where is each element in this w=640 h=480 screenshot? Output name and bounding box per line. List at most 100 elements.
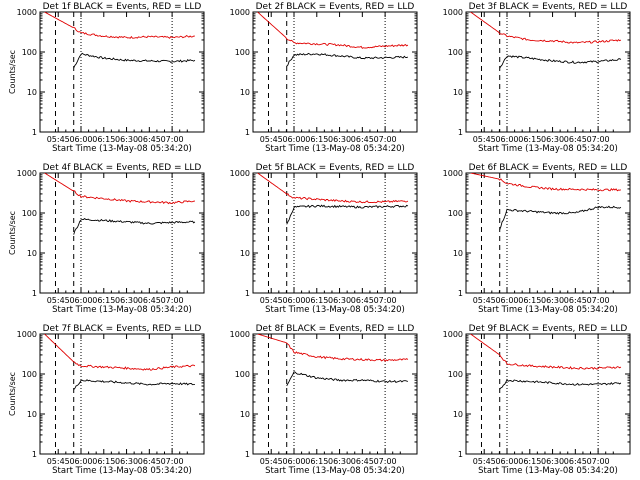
x-tick-label: 06:00: [495, 135, 518, 144]
y-tick-label: 10: [240, 249, 250, 258]
x-tick-label: 06:30: [541, 457, 564, 466]
x-tick-label: 06:45: [351, 457, 374, 466]
series-events-line: [73, 379, 195, 390]
x-tick-label: 05:45: [473, 135, 496, 144]
x-axis-label: Start Time (13-May-08 05:34:20): [265, 144, 405, 154]
x-tick-label: 06:15: [518, 296, 541, 305]
panel-title: Det 7f BLACK = Events, RED = LLD: [43, 324, 202, 334]
plot-frame: [465, 333, 631, 455]
y-tick-label: 1000: [443, 169, 463, 178]
x-tick-label: 06:00: [69, 457, 92, 466]
x-tick-label: 06:45: [564, 135, 587, 144]
x-tick-label: 06:00: [495, 296, 518, 305]
series-lld-line: [470, 334, 622, 370]
x-axis-label: Start Time (13-May-08 05:34:20): [265, 305, 405, 315]
panel-title: Det 1f BLACK = Events, RED = LLD: [43, 2, 202, 12]
x-tick-label: 06:15: [518, 457, 541, 466]
x-axis-label: Start Time (13-May-08 05:34:20): [52, 466, 192, 476]
y-tick-label: 1: [32, 128, 37, 137]
plot-frame: [39, 172, 205, 294]
x-tick-label: 06:30: [541, 296, 564, 305]
plot-frame: [252, 333, 418, 455]
x-tick-label: 05:45: [260, 457, 283, 466]
panel-5: Det 5f BLACK = Events, RED = LLD 1 10 100 10…: [230, 163, 418, 315]
x-tick-label: 06:00: [282, 296, 305, 305]
x-tick-label: 06:45: [138, 135, 161, 144]
y-tick-label: 10: [27, 410, 37, 419]
plot-frame: [252, 11, 418, 133]
x-tick-label: 05:45: [47, 135, 70, 144]
series-events-line: [286, 371, 409, 387]
x-tick-label: 06:15: [92, 457, 115, 466]
series-lld-line: [257, 173, 409, 204]
panel-title: Det 6f BLACK = Events, RED = LLD: [469, 163, 628, 173]
series-events-line: [499, 55, 622, 69]
y-tick-label: 1000: [17, 169, 37, 178]
x-tick-label: 06:45: [564, 296, 587, 305]
y-tick-label: 100: [448, 209, 463, 218]
x-tick-label: 06:30: [328, 296, 351, 305]
x-tick-label: 07:00: [374, 457, 397, 466]
x-tick-label: 07:00: [374, 135, 397, 144]
x-tick-label: 05:45: [260, 135, 283, 144]
panel-title: Det 8f BLACK = Events, RED = LLD: [256, 324, 415, 334]
x-axis-label: Start Time (13-May-08 05:34:20): [265, 466, 405, 476]
plot-frame: [465, 172, 631, 294]
panel-title: Det 4f BLACK = Events, RED = LLD: [43, 163, 202, 173]
plot-frame: [465, 11, 631, 133]
series-lld-line: [470, 173, 622, 192]
plot-frame: [252, 172, 418, 294]
y-tick-label: 1000: [230, 330, 250, 339]
x-tick-label: 07:00: [161, 457, 184, 466]
y-tick-label: 10: [27, 88, 37, 97]
x-tick-label: 07:00: [587, 457, 610, 466]
x-tick-label: 06:00: [69, 296, 92, 305]
x-tick-label: 06:15: [305, 296, 328, 305]
y-axis-label: Counts/sec: [8, 211, 17, 255]
x-tick-label: 06:00: [495, 457, 518, 466]
x-tick-label: 07:00: [161, 296, 184, 305]
y-tick-label: 100: [22, 370, 37, 379]
y-axis-label: Counts/sec: [8, 50, 17, 94]
x-tick-label: 05:45: [260, 296, 283, 305]
x-tick-label: 06:15: [305, 457, 328, 466]
y-tick-label: 1: [458, 289, 463, 298]
y-tick-label: 1000: [443, 8, 463, 17]
x-tick-label: 06:15: [305, 135, 328, 144]
x-tick-label: 07:00: [587, 135, 610, 144]
x-tick-label: 06:30: [115, 135, 138, 144]
y-tick-label: 10: [240, 88, 250, 97]
series-events-line: [73, 52, 196, 69]
panel-title: Det 2f BLACK = Events, RED = LLD: [256, 2, 415, 12]
x-tick-label: 06:00: [69, 135, 92, 144]
x-tick-label: 06:30: [115, 296, 138, 305]
y-tick-label: 1000: [17, 8, 37, 17]
x-tick-label: 06:30: [328, 135, 351, 144]
x-axis-label: Start Time (13-May-08 05:34:20): [478, 466, 618, 476]
panel-title: Det 3f BLACK = Events, RED = LLD: [469, 2, 628, 12]
x-tick-label: 05:45: [47, 457, 70, 466]
x-tick-label: 07:00: [374, 296, 397, 305]
x-tick-label: 05:45: [473, 296, 496, 305]
series-events-line: [286, 204, 409, 225]
y-tick-label: 10: [27, 249, 37, 258]
panel-4: Det 4f BLACK = Events, RED = LLD 1 10 100 10…: [8, 163, 205, 315]
y-tick-label: 100: [22, 209, 37, 218]
y-tick-label: 10: [453, 410, 463, 419]
y-tick-label: 1: [32, 289, 37, 298]
panel-7: Det 7f BLACK = Events, RED = LLD 1 10 100 10…: [8, 324, 205, 476]
x-tick-label: 06:45: [138, 457, 161, 466]
x-tick-label: 06:45: [351, 135, 374, 144]
x-tick-label: 06:45: [351, 296, 374, 305]
x-tick-label: 06:45: [138, 296, 161, 305]
series-lld-line: [44, 173, 195, 205]
panel-3: Det 3f BLACK = Events, RED = LLD 1 10 100 10…: [443, 2, 631, 154]
series-events-line: [499, 205, 622, 230]
x-axis-label: Start Time (13-May-08 05:34:20): [52, 305, 192, 315]
x-axis-label: Start Time (13-May-08 05:34:20): [478, 305, 618, 315]
x-tick-label: 06:15: [92, 296, 115, 305]
y-tick-label: 1000: [443, 330, 463, 339]
y-tick-label: 100: [235, 48, 250, 57]
x-tick-label: 07:00: [161, 135, 184, 144]
